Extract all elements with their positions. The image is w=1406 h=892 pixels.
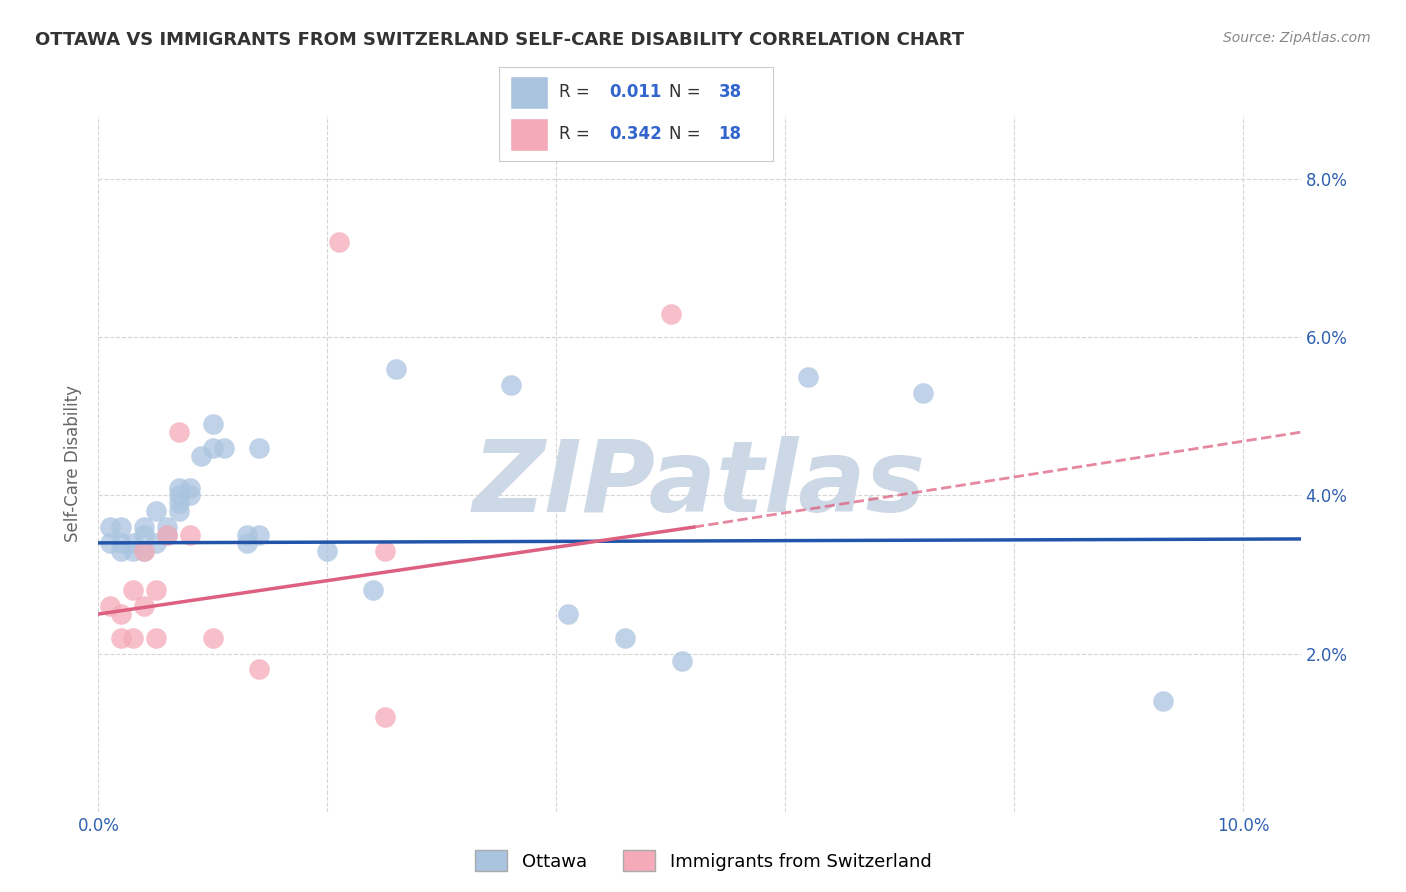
Text: 0.011: 0.011: [609, 83, 661, 101]
Point: [179, 481, 201, 495]
Point: [190, 449, 212, 463]
Text: Source: ZipAtlas.com: Source: ZipAtlas.com: [1223, 31, 1371, 45]
Point: [167, 481, 190, 495]
Point: [236, 528, 259, 542]
Point: [156, 528, 179, 542]
Text: N =: N =: [669, 126, 700, 144]
Point: [214, 441, 236, 455]
Point: [134, 543, 156, 558]
Point: [247, 441, 270, 455]
Point: [236, 536, 259, 550]
Point: [121, 536, 143, 550]
Point: [167, 496, 190, 510]
Point: [659, 307, 682, 321]
Point: [201, 441, 224, 455]
Text: OTTAWA VS IMMIGRANTS FROM SWITZERLAND SELF-CARE DISABILITY CORRELATION CHART: OTTAWA VS IMMIGRANTS FROM SWITZERLAND SE…: [35, 31, 965, 49]
Point: [385, 362, 408, 376]
Text: 18: 18: [718, 126, 741, 144]
Text: R =: R =: [560, 126, 591, 144]
Point: [145, 536, 167, 550]
Text: R =: R =: [560, 83, 591, 101]
Point: [145, 504, 167, 518]
Point: [98, 536, 121, 550]
Bar: [510, 77, 548, 109]
Point: [156, 528, 179, 542]
Point: [110, 536, 132, 550]
Point: [1152, 694, 1174, 708]
Point: [167, 425, 190, 440]
Point: [167, 504, 190, 518]
Point: [121, 631, 143, 645]
Point: [121, 583, 143, 598]
Y-axis label: Self-Care Disability: Self-Care Disability: [65, 385, 83, 542]
Point: [110, 520, 132, 534]
Point: [134, 543, 156, 558]
Point: [145, 583, 167, 598]
Point: [671, 655, 693, 669]
Point: [797, 369, 820, 384]
Text: 0.342: 0.342: [609, 126, 662, 144]
Point: [201, 417, 224, 432]
Point: [374, 543, 396, 558]
Point: [316, 543, 339, 558]
Point: [247, 662, 270, 676]
Point: [614, 631, 637, 645]
Point: [134, 599, 156, 614]
Point: [121, 543, 143, 558]
Point: [361, 583, 384, 598]
Point: [110, 543, 132, 558]
Text: 38: 38: [718, 83, 741, 101]
Point: [110, 607, 132, 621]
Bar: [510, 119, 548, 152]
Point: [499, 377, 522, 392]
Point: [167, 488, 190, 502]
Point: [179, 488, 201, 502]
Point: [557, 607, 579, 621]
Legend: Ottawa, Immigrants from Switzerland: Ottawa, Immigrants from Switzerland: [467, 843, 939, 879]
Point: [911, 385, 934, 400]
Point: [134, 528, 156, 542]
Point: [134, 520, 156, 534]
Point: [98, 520, 121, 534]
Point: [328, 235, 350, 250]
Point: [247, 528, 270, 542]
Text: N =: N =: [669, 83, 700, 101]
Point: [179, 528, 201, 542]
Point: [110, 631, 132, 645]
Point: [374, 710, 396, 724]
Point: [145, 631, 167, 645]
Point: [201, 631, 224, 645]
Text: ZIPatlas: ZIPatlas: [472, 436, 927, 533]
Point: [98, 599, 121, 614]
Point: [156, 520, 179, 534]
